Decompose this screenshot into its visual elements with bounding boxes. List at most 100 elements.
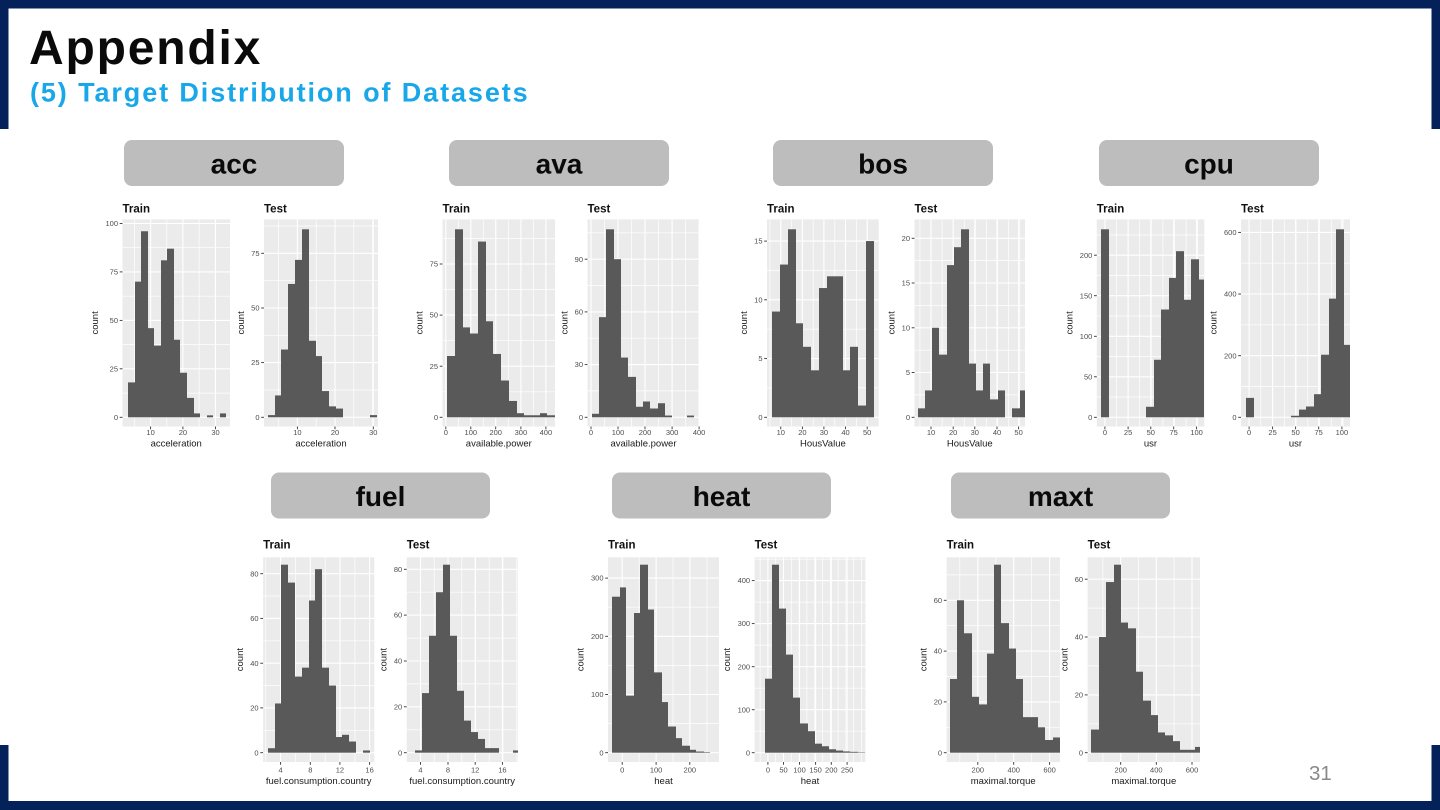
svg-text:60: 60 — [575, 308, 583, 317]
svg-text:400: 400 — [1150, 766, 1163, 775]
svg-text:200: 200 — [639, 428, 652, 437]
svg-text:60: 60 — [394, 611, 402, 620]
svg-text:count: count — [1209, 311, 1220, 335]
svg-text:Train: Train — [443, 204, 470, 216]
svg-text:Train: Train — [1097, 204, 1124, 216]
svg-text:0: 0 — [1232, 413, 1236, 422]
svg-text:0: 0 — [599, 748, 603, 757]
svg-text:0: 0 — [1103, 428, 1107, 437]
svg-text:0: 0 — [255, 413, 259, 422]
svg-text:300: 300 — [666, 428, 679, 437]
svg-text:200: 200 — [738, 662, 751, 671]
svg-text:100: 100 — [1080, 332, 1093, 341]
svg-text:heat: heat — [801, 776, 820, 787]
svg-text:HousValue: HousValue — [800, 439, 846, 450]
svg-text:0: 0 — [906, 413, 910, 422]
svg-text:0: 0 — [766, 766, 770, 775]
svg-text:0: 0 — [589, 428, 593, 437]
svg-text:75: 75 — [251, 249, 259, 258]
svg-text:bos: bos — [858, 148, 908, 179]
svg-text:acceleration: acceleration — [151, 439, 202, 450]
svg-text:5: 5 — [906, 368, 910, 377]
svg-text:20: 20 — [1075, 691, 1083, 700]
svg-text:200: 200 — [1114, 766, 1127, 775]
svg-text:count: count — [236, 311, 247, 335]
svg-text:30: 30 — [211, 428, 219, 437]
svg-text:20: 20 — [394, 702, 402, 711]
svg-text:(5) Target Distribution of Dat: (5) Target Distribution of Datasets — [30, 78, 530, 108]
svg-text:count: count — [379, 648, 390, 672]
svg-text:acc: acc — [211, 148, 258, 179]
svg-text:50: 50 — [430, 311, 438, 320]
svg-text:200: 200 — [1080, 251, 1093, 260]
svg-text:count: count — [559, 311, 570, 335]
svg-text:100: 100 — [1190, 428, 1203, 437]
svg-text:count: count — [722, 648, 733, 672]
svg-text:4: 4 — [279, 766, 283, 775]
svg-text:30: 30 — [369, 428, 377, 437]
svg-text:count: count — [739, 311, 750, 335]
svg-text:400: 400 — [693, 428, 706, 437]
svg-text:20: 20 — [798, 428, 806, 437]
svg-text:count: count — [235, 648, 246, 672]
svg-text:Train: Train — [767, 204, 794, 216]
svg-text:8: 8 — [308, 766, 312, 775]
svg-text:50: 50 — [110, 316, 118, 325]
svg-text:Test: Test — [1088, 540, 1111, 552]
svg-text:usr: usr — [1289, 439, 1302, 450]
svg-text:25: 25 — [1124, 428, 1132, 437]
svg-text:cpu: cpu — [1184, 148, 1234, 179]
svg-text:50: 50 — [1147, 428, 1155, 437]
svg-text:0: 0 — [1079, 748, 1083, 757]
svg-text:acceleration: acceleration — [295, 439, 346, 450]
svg-text:200: 200 — [489, 428, 502, 437]
svg-text:4: 4 — [418, 766, 422, 775]
svg-text:20: 20 — [331, 428, 339, 437]
svg-text:100: 100 — [1336, 428, 1349, 437]
svg-text:0: 0 — [434, 413, 438, 422]
svg-text:15: 15 — [754, 237, 762, 246]
svg-text:Train: Train — [947, 540, 974, 552]
svg-text:usr: usr — [1144, 439, 1157, 450]
svg-text:20: 20 — [902, 234, 910, 243]
svg-text:0: 0 — [254, 748, 258, 757]
svg-text:count: count — [90, 311, 101, 335]
svg-text:200: 200 — [972, 766, 985, 775]
svg-text:12: 12 — [336, 766, 344, 775]
svg-text:100: 100 — [105, 219, 118, 228]
svg-text:50: 50 — [251, 304, 259, 313]
svg-text:maximal.torque: maximal.torque — [971, 776, 1036, 787]
svg-text:10: 10 — [902, 323, 910, 332]
svg-text:15: 15 — [902, 279, 910, 288]
svg-text:600: 600 — [1186, 766, 1199, 775]
svg-text:count: count — [576, 648, 587, 672]
svg-text:8: 8 — [446, 766, 450, 775]
svg-text:300: 300 — [591, 574, 604, 583]
svg-text:100: 100 — [591, 690, 604, 699]
svg-text:80: 80 — [394, 565, 402, 574]
svg-text:Test: Test — [264, 204, 287, 216]
svg-text:0: 0 — [579, 413, 583, 422]
svg-text:0: 0 — [1088, 413, 1092, 422]
svg-text:200: 200 — [591, 632, 604, 641]
svg-text:600: 600 — [1224, 228, 1237, 237]
svg-text:75: 75 — [1170, 428, 1178, 437]
svg-text:Train: Train — [123, 204, 150, 216]
svg-text:0: 0 — [398, 748, 402, 757]
svg-text:Test: Test — [755, 540, 778, 552]
svg-text:40: 40 — [841, 428, 849, 437]
svg-text:90: 90 — [575, 255, 583, 264]
svg-text:10: 10 — [146, 428, 154, 437]
svg-text:Test: Test — [1241, 204, 1264, 216]
svg-text:40: 40 — [394, 657, 402, 666]
svg-text:100: 100 — [612, 428, 625, 437]
svg-text:10: 10 — [754, 295, 762, 304]
svg-text:maximal.torque: maximal.torque — [1111, 776, 1176, 787]
svg-text:40: 40 — [1075, 633, 1083, 642]
svg-text:0: 0 — [444, 428, 448, 437]
svg-text:300: 300 — [515, 428, 528, 437]
svg-text:75: 75 — [110, 268, 118, 277]
svg-text:75: 75 — [430, 260, 438, 269]
svg-text:150: 150 — [809, 766, 822, 775]
svg-text:75: 75 — [1315, 428, 1323, 437]
